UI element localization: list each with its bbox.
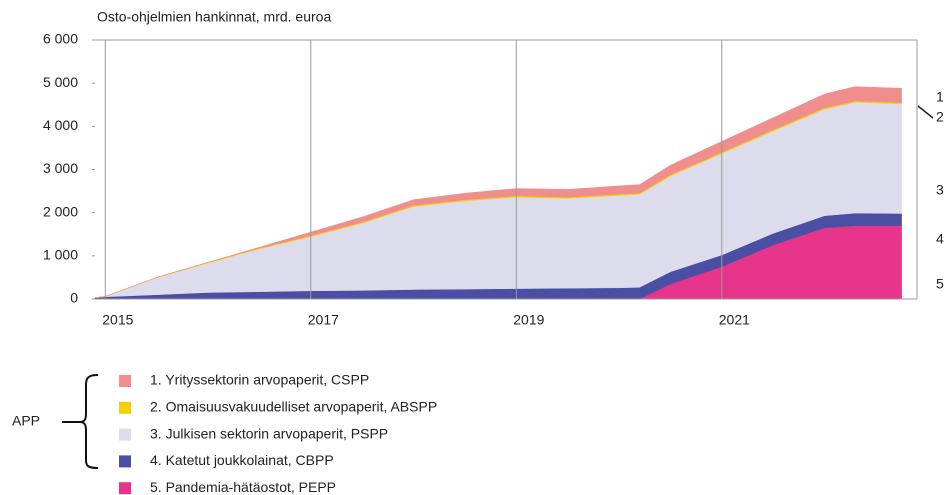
area <box>94 86 902 298</box>
legend-bracket <box>62 374 99 469</box>
legend-label: 5. Pandemia-hätäostot, PEPP <box>150 479 336 495</box>
legend-swatch <box>119 401 131 414</box>
legend-label: 4. Katetut joukkolainat, CBPP <box>150 452 334 468</box>
end-label: 5 <box>936 276 944 292</box>
legend-swatch <box>119 482 131 495</box>
y-tick-label: 3 000 <box>43 160 78 176</box>
x-tick-label: 2017 <box>308 312 339 328</box>
y-tick-label: 4 000 <box>43 117 78 133</box>
legend-label: 1. Yrityssektorin arvopaperit, CSPP <box>150 372 369 388</box>
legend-swatch <box>119 375 131 387</box>
legend-swatch <box>119 455 131 468</box>
y-tick-label: 6 000 <box>43 31 78 47</box>
y-tick-label: 2 000 <box>43 203 78 219</box>
legend-swatch <box>119 428 131 441</box>
legend-group-label: APP <box>12 413 40 429</box>
x-tick-label: 2019 <box>513 312 544 328</box>
end-label: 1 <box>936 89 944 105</box>
end-label: 3 <box>936 182 944 198</box>
legend-label: 2. Omaisuusvakuudelliset arvopaperit, AB… <box>150 399 437 415</box>
y-axis-title: Osto-ohjelmien hankinnat, mrd. euroa <box>97 9 331 25</box>
leader-line <box>917 105 934 119</box>
y-tick-label: 5 000 <box>43 74 78 90</box>
x-tick-label: 2015 <box>102 312 133 328</box>
end-label: 4 <box>936 231 944 247</box>
y-tick-label: 0 <box>70 290 78 306</box>
end-label: 2 <box>936 109 944 125</box>
x-tick-label: 2021 <box>719 312 750 328</box>
legend-label: 3. Julkisen sektorin arvopaperit, PSPP <box>150 425 388 441</box>
y-tick-label: 1 000 <box>43 247 78 263</box>
